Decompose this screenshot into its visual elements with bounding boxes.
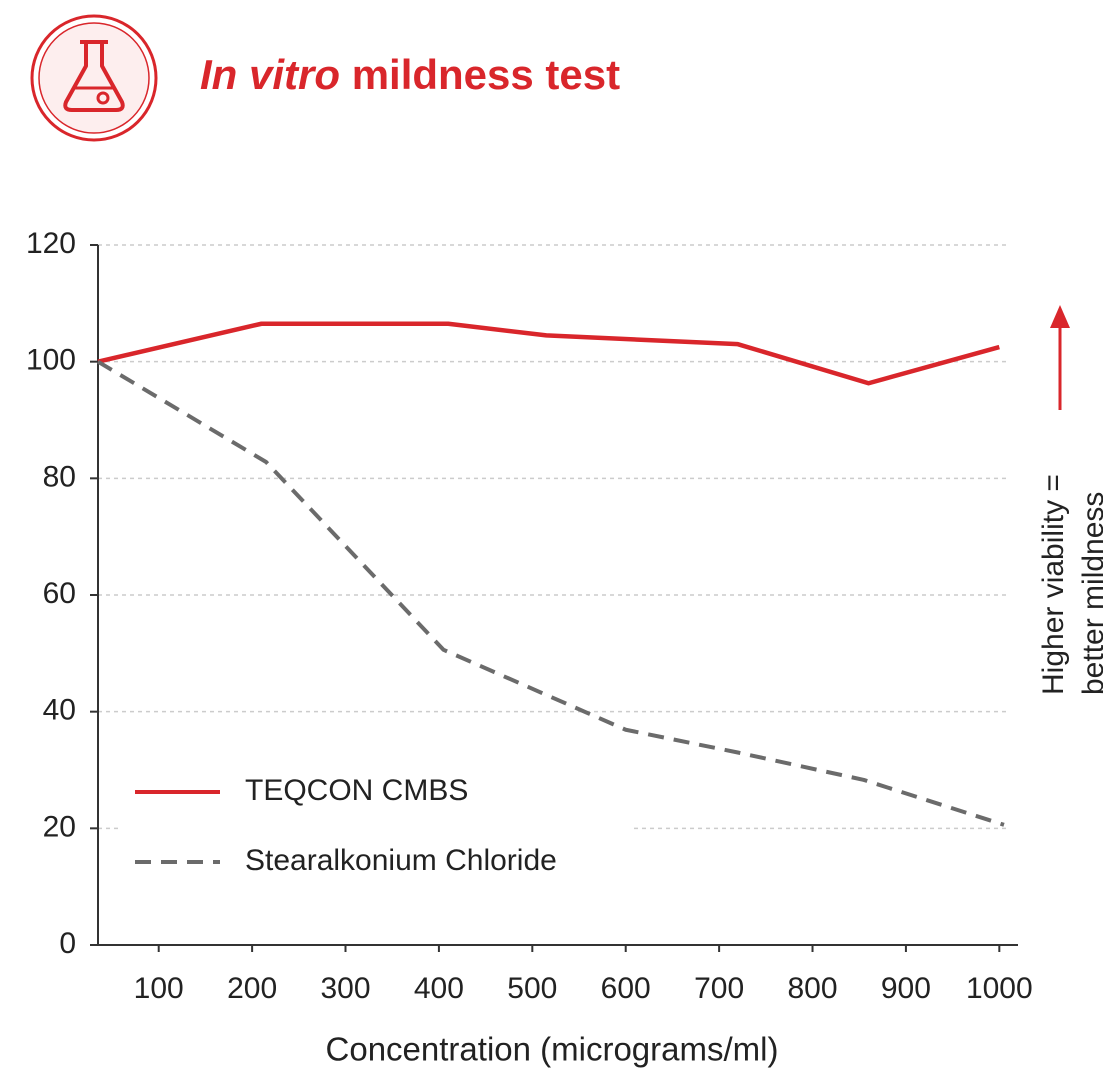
annotation: Higher viability = better mildness <box>1037 474 1103 695</box>
y-tick-label: 0 <box>59 927 76 960</box>
x-tick-label: 300 <box>320 972 370 1005</box>
annotation-arrowhead <box>1050 305 1070 328</box>
x-tick-label: 1000 <box>966 972 1033 1005</box>
y-tick-label: 60 <box>43 577 76 610</box>
y-tick-label: 100 <box>26 344 76 377</box>
legend-label: Stearalkonium Chloride <box>245 844 557 877</box>
y-tick-label: 80 <box>43 460 76 493</box>
x-tick-label: 700 <box>694 972 744 1005</box>
series-line <box>97 321 1000 386</box>
x-tick-label: 100 <box>134 972 184 1005</box>
y-tick-label: 20 <box>43 810 76 843</box>
x-tick-label: 200 <box>227 972 277 1005</box>
title-rest: mildness test <box>352 51 620 98</box>
series-line <box>96 359 1005 827</box>
y-tick-label: 120 <box>26 227 76 260</box>
annotation-line: Higher viability = <box>1037 474 1070 695</box>
annotation-line: better mildness <box>1077 492 1103 695</box>
x-tick-label: 900 <box>881 972 931 1005</box>
x-tick-label: 600 <box>601 972 651 1005</box>
y-tick-label: 40 <box>43 694 76 727</box>
x-tick-label: 500 <box>507 972 557 1005</box>
legend-label: TEQCON CMBS <box>245 774 468 807</box>
legend-background <box>120 760 630 890</box>
title-italic: In vitro <box>200 51 340 98</box>
chart-title: In vitro mildness test <box>200 51 620 98</box>
x-tick-label: 400 <box>414 972 464 1005</box>
x-axis-label: Concentration (micrograms/ml) <box>326 1031 779 1068</box>
x-tick-label: 800 <box>787 972 837 1005</box>
title-icon <box>30 14 158 142</box>
